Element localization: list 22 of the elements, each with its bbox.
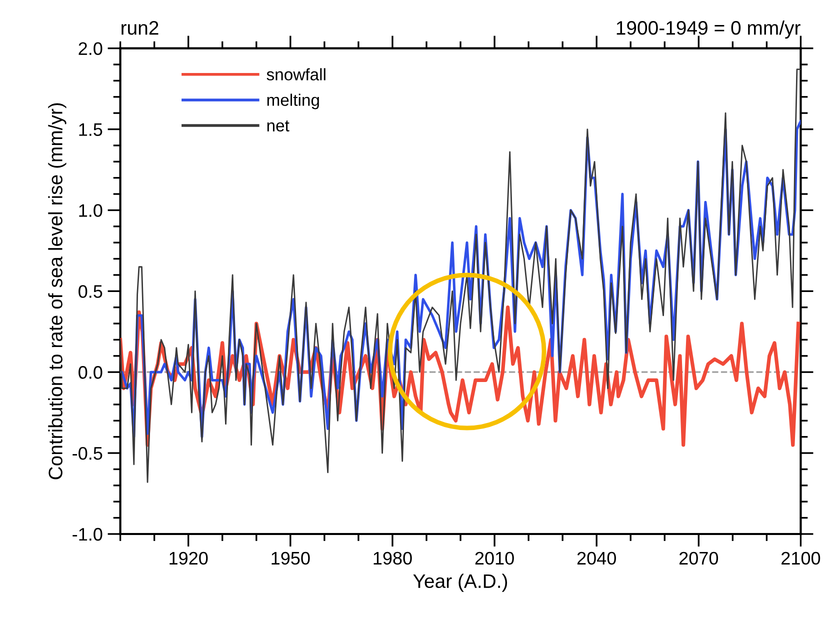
x-axis-title: Year (A.D.) [413,574,508,592]
legend-label: snowfall [266,68,326,80]
y-tick-label: 1.0 [79,204,102,217]
y-tick-label: 2.0 [78,42,102,56]
y-tick-label: 0.5 [78,285,102,298]
x-tick-label: 2040 [577,552,616,565]
x-tick-label: 2070 [679,552,718,565]
text: 1900-1949 = 0 mm/yr [616,20,800,39]
x-tick-label: 1980 [374,552,412,565]
text: run2 [122,20,158,35]
y-tick-label: -1.0 [72,528,102,541]
y-axis-title: Contribution to rate of sea level rise (mm/yr) [48,103,66,480]
y-tick-label: -0.5 [72,446,102,460]
y-tick-label: 1.5 [79,123,102,136]
legend-label: melting [267,94,319,110]
y-tick-label: 0.0 [78,366,102,379]
x-tick-label: 1920 [170,552,208,565]
line-series [120,68,801,483]
x-tick-label: 2100 [782,552,820,565]
x-tick-label: 2010 [475,552,514,565]
x-tick-label: 1950 [272,552,310,565]
legend-label: net [267,120,290,132]
